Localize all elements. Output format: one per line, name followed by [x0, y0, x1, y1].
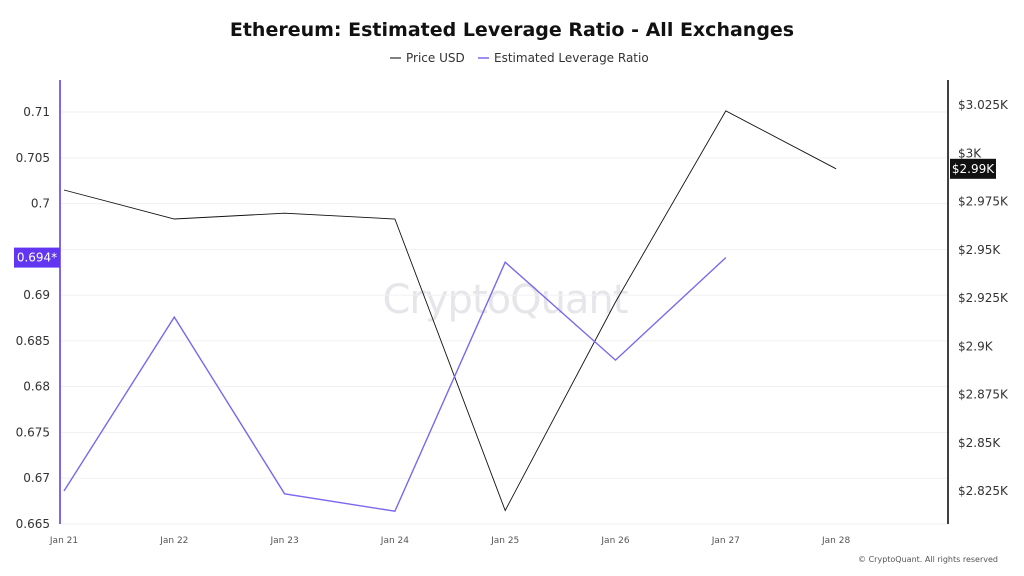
- leverage-point[interactable]: [171, 314, 177, 320]
- right-current-badge: $2.99K: [950, 158, 996, 179]
- x-tick-label: Jan 27: [711, 536, 740, 546]
- left-tick-label: 0.685: [16, 334, 50, 348]
- leverage-point[interactable]: [282, 491, 288, 497]
- x-tick-label: Jan 23: [270, 536, 299, 546]
- left-tick-label: 0.665: [16, 517, 50, 531]
- left-tick-label: 0.71: [23, 105, 50, 119]
- price-point[interactable]: [392, 216, 398, 222]
- leverage-point[interactable]: [61, 488, 67, 494]
- chart-title: Ethereum: Estimated Leverage Ratio - All…: [230, 19, 794, 41]
- right-axis-ticks: $2.825K $2.85K $2.875K $2.9K $2.925K $2.95K $2…: [958, 98, 1009, 498]
- left-tick-label: 0.68: [23, 380, 50, 394]
- left-current-badge: 0.694*: [14, 247, 60, 268]
- left-tick-label: 0.69: [23, 288, 50, 302]
- x-tick-label: Jan 22: [159, 536, 188, 546]
- right-tick-label: $2.925K: [958, 291, 1009, 305]
- legend-price-label[interactable]: Price USD: [406, 51, 465, 65]
- right-tick-label: $3.025K: [958, 98, 1009, 112]
- right-current-badge-bg: [950, 158, 996, 179]
- right-tick-label: $2.875K: [958, 388, 1009, 402]
- price-point[interactable]: [171, 216, 177, 222]
- price-point[interactable]: [833, 166, 839, 172]
- left-tick-label: 0.7: [31, 197, 50, 211]
- leverage-point[interactable]: [723, 255, 729, 261]
- price-point[interactable]: [723, 108, 729, 114]
- price-point[interactable]: [502, 507, 508, 513]
- right-tick-label: $2.95K: [958, 243, 1001, 257]
- price-point[interactable]: [282, 210, 288, 216]
- left-tick-label: 0.67: [23, 471, 50, 485]
- leverage-point[interactable]: [613, 357, 619, 363]
- right-tick-label: $2.85K: [958, 436, 1001, 450]
- right-tick-label: $2.9K: [958, 339, 994, 353]
- price-usd-line[interactable]: [63, 110, 837, 512]
- left-tick-label: 0.705: [16, 151, 50, 165]
- legend-leverage-label[interactable]: Estimated Leverage Ratio: [494, 51, 649, 65]
- left-axis-ticks: 0.665 0.67 0.675 0.68 0.685 0.69 0.7 0.705 0.71: [16, 105, 50, 531]
- gridlines: [60, 111, 948, 525]
- price-point[interactable]: [61, 187, 67, 193]
- x-tick-label: Jan 28: [821, 536, 850, 546]
- price-point[interactable]: [613, 299, 619, 305]
- x-tick-label: Jan 21: [49, 536, 78, 546]
- right-tick-label: $2.825K: [958, 484, 1009, 498]
- watermark: CryptoQuant: [383, 277, 628, 323]
- x-axis-ticks: Jan 21 Jan 22 Jan 23 Jan 24 Jan 25 Jan 26 Jan …: [49, 536, 851, 546]
- left-current-value: 0.694*: [17, 251, 57, 265]
- right-tick-label: $3K: [958, 146, 982, 160]
- left-current-badge-bg: [14, 247, 60, 268]
- right-tick-label: $2.975K: [958, 195, 1009, 209]
- legend: Price USD Estimated Leverage Ratio: [390, 51, 649, 65]
- copyright-footer: © CryptoQuant. All rights reserved: [858, 555, 998, 564]
- leverage-point[interactable]: [392, 508, 398, 514]
- right-current-value: $2.99K: [952, 162, 995, 176]
- x-tick-label: Jan 25: [490, 536, 519, 546]
- x-tick-label: Jan 26: [600, 536, 629, 546]
- leverage-point[interactable]: [502, 259, 508, 265]
- x-tick-label: Jan 24: [380, 536, 409, 546]
- left-tick-label: 0.675: [16, 425, 50, 439]
- leverage-ratio-line[interactable]: [63, 257, 727, 512]
